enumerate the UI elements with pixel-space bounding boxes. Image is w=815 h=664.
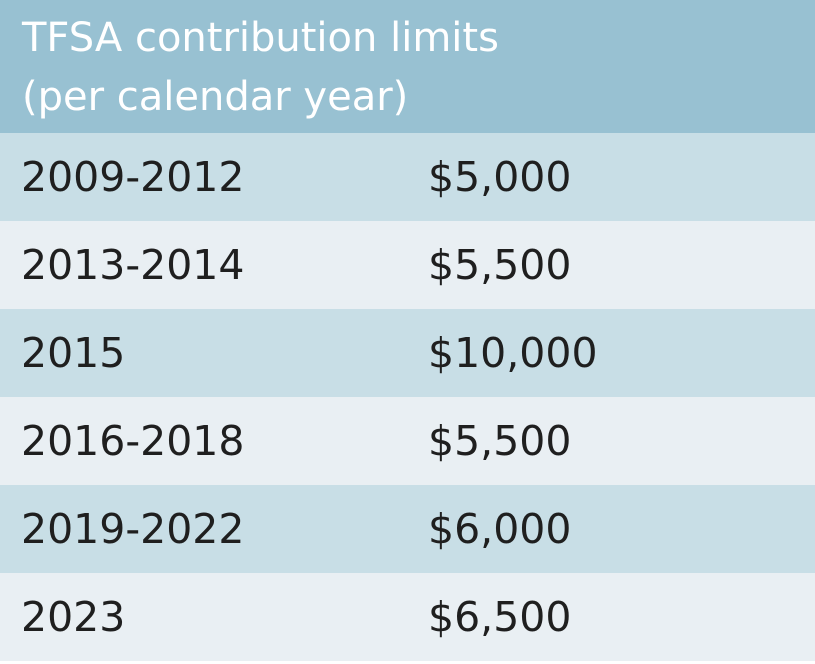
table-row: 2013-2014 $5,500 [0, 221, 815, 309]
year-cell: 2009-2012 [21, 153, 245, 201]
year-cell: 2019-2022 [21, 505, 245, 553]
table-row: 2023 $6,500 [0, 573, 815, 661]
amount-cell: $6,000 [428, 505, 572, 553]
table-row: 2019-2022 $6,000 [0, 485, 815, 573]
table-row: 2016-2018 $5,500 [0, 397, 815, 485]
amount-cell: $5,500 [428, 241, 572, 289]
year-cell: 2013-2014 [21, 241, 245, 289]
amount-cell: $10,000 [428, 329, 598, 377]
year-cell: 2016-2018 [21, 417, 245, 465]
amount-cell: $5,500 [428, 417, 572, 465]
table-row: 2015 $10,000 [0, 309, 815, 397]
year-cell: 2015 [21, 329, 126, 377]
year-cell: 2023 [21, 593, 126, 641]
amount-cell: $6,500 [428, 593, 572, 641]
table-header: TFSA contribution limits (per calendar y… [0, 0, 815, 133]
table-title: TFSA contribution limits [22, 15, 499, 61]
amount-cell: $5,000 [428, 153, 572, 201]
table-row: 2009-2012 $5,000 [0, 133, 815, 221]
table-subtitle: (per calendar year) [22, 74, 409, 120]
